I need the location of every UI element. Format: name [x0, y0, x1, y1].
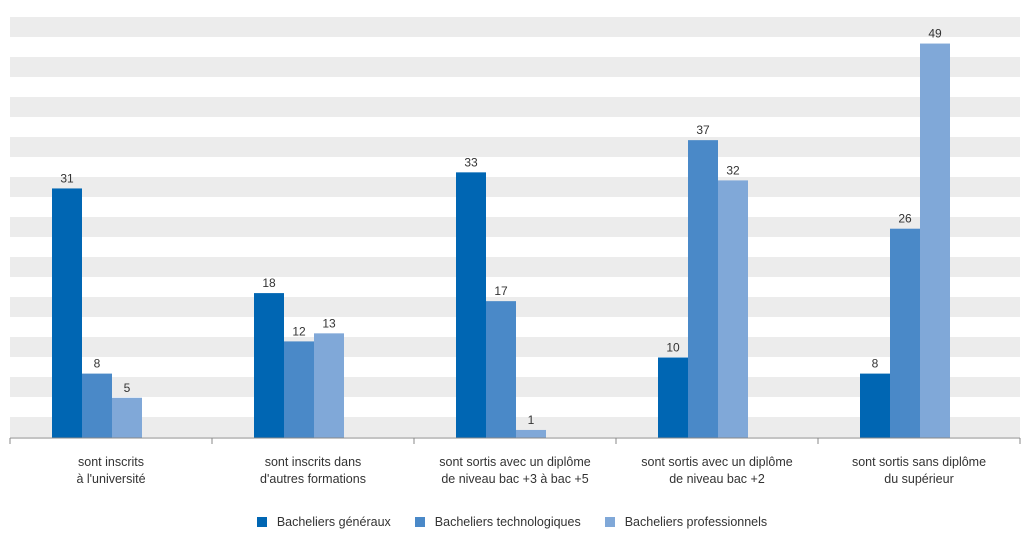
bar-cat4-series0	[860, 373, 890, 438]
bar-cat0-series2	[112, 397, 142, 438]
bar-cat1-series2	[314, 333, 344, 438]
value-label-cat2-series1: 17	[494, 284, 508, 298]
bar-cat4-series1	[890, 228, 920, 438]
legend-swatch-0	[256, 517, 267, 527]
value-label-cat0-series2: 5	[124, 381, 131, 395]
legend-label-1: Bacheliers technologiques	[434, 515, 581, 529]
x-axis-ticks	[9, 438, 1021, 444]
bar-cat3-series0	[658, 357, 688, 438]
category-label-4-line-0: sont sortis sans diplôme	[852, 455, 986, 469]
grid-band-4	[10, 177, 1020, 197]
bar-cat3-series1	[688, 140, 718, 438]
category-label-0-line-0: sont inscrits	[78, 455, 144, 469]
value-label-cat4-series2: 49	[928, 27, 942, 41]
grid-band-1	[10, 57, 1020, 77]
bar-cat2-series2	[516, 429, 546, 438]
value-label-cat0-series1: 8	[94, 357, 101, 371]
legend-swatch-2	[604, 517, 615, 527]
legend-swatch-1	[414, 517, 425, 527]
category-label-1-line-0: sont inscrits dans	[265, 455, 362, 469]
legend-label-2: Bacheliers professionnels	[624, 515, 768, 529]
legend-item-series-1: Bacheliers technologiques	[414, 515, 581, 529]
value-labels: 31 8 5 18 12 13 33 17 1 10 37 32 8 26 49	[60, 27, 942, 427]
grid-band-5	[10, 217, 1020, 237]
bar-cat2-series1	[486, 301, 516, 438]
category-label-1-line-1: d'autres formations	[260, 472, 366, 486]
category-label-0-line-1: à l'université	[76, 472, 145, 486]
value-label-cat2-series2: 1	[528, 413, 535, 427]
value-label-cat4-series0: 8	[872, 357, 879, 371]
value-label-cat1-series1: 12	[292, 324, 306, 338]
value-label-cat3-series0: 10	[666, 341, 680, 355]
bar-cat1-series1	[284, 341, 314, 438]
category-label-2-line-0: sont sortis avec un diplôme	[439, 455, 591, 469]
legend-item-series-2: Bacheliers professionnels	[604, 515, 768, 529]
grid-band-3	[10, 137, 1020, 157]
value-label-cat4-series1: 26	[898, 212, 912, 226]
bar-cat0-series1	[82, 373, 112, 438]
legend: Bacheliers généraux Bacheliers technolog…	[0, 515, 1024, 529]
value-label-cat3-series2: 32	[726, 163, 740, 177]
bar-cat0-series0	[52, 188, 82, 438]
category-label-4-line-1: du supérieur	[884, 472, 954, 486]
category-label-2-line-1: de niveau bac +3 à bac +5	[441, 472, 588, 486]
grid-band-0	[10, 17, 1020, 37]
legend-label-0: Bacheliers généraux	[276, 515, 391, 529]
bar-cat1-series0	[254, 293, 284, 438]
category-label-3-line-0: sont sortis avec un diplôme	[641, 455, 793, 469]
bar-cat2-series0	[456, 172, 486, 438]
value-label-cat3-series1: 37	[696, 123, 710, 137]
bars	[52, 43, 950, 439]
grid-band-2	[10, 97, 1020, 117]
value-label-cat1-series0: 18	[262, 276, 276, 290]
legend-item-series-0: Bacheliers généraux	[256, 515, 391, 529]
value-label-cat1-series2: 13	[322, 316, 336, 330]
value-label-cat0-series0: 31	[60, 171, 74, 185]
value-label-cat2-series0: 33	[464, 155, 478, 169]
grid-band-6	[10, 257, 1020, 277]
category-labels: sont inscrits à l'université sont inscrits…	[76, 455, 986, 486]
category-label-3-line-1: de niveau bac +2	[669, 472, 765, 486]
bar-cat3-series2	[718, 180, 748, 438]
bar-cat4-series2	[920, 43, 950, 439]
